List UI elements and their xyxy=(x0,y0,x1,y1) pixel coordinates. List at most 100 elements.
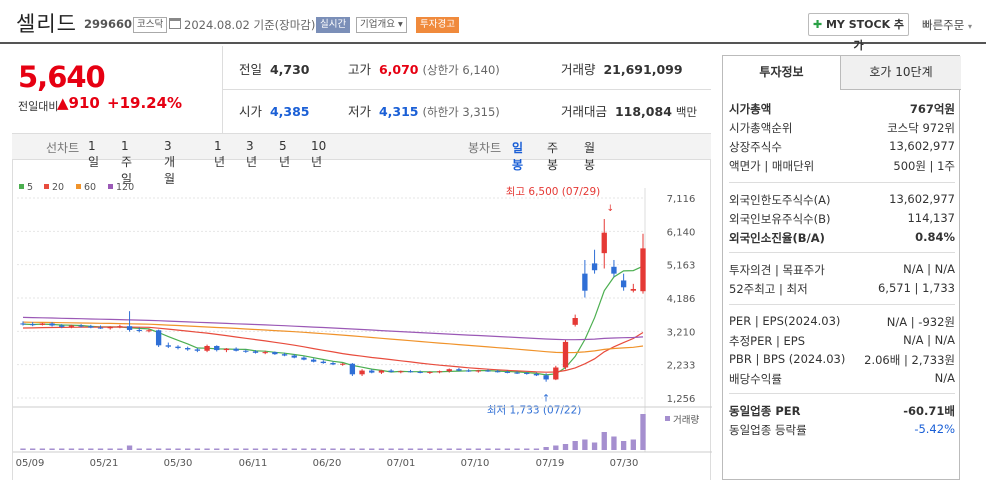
candle xyxy=(204,345,210,351)
candle-item-3[interactable]: 월봉 xyxy=(584,141,596,172)
y-tick-label: 1,256 xyxy=(667,394,696,405)
candle xyxy=(485,370,491,372)
candle xyxy=(88,326,94,328)
x-tick-label: 07/30 xyxy=(610,458,639,469)
invest-value: N/A | -932원 xyxy=(886,315,955,329)
candle xyxy=(330,363,336,365)
candle xyxy=(601,232,607,254)
volume-bar xyxy=(78,448,84,450)
volume-bar xyxy=(272,448,278,450)
candle xyxy=(301,357,307,360)
lower-limit: (하한가 3,315) xyxy=(422,105,500,119)
candle xyxy=(446,369,452,372)
volume-bar xyxy=(630,439,636,450)
candle xyxy=(553,367,559,380)
period-item-1[interactable]: 1일 xyxy=(88,139,100,169)
divider xyxy=(729,393,955,394)
calendar-icon xyxy=(169,18,181,29)
company-overview-button[interactable]: 기업개요 ▾ xyxy=(356,17,407,33)
candle xyxy=(582,273,588,291)
invest-row[interactable]: 동일업종 PER -60.71배 xyxy=(729,403,955,421)
volume-bar xyxy=(126,445,133,450)
candle xyxy=(533,373,540,376)
chevron-down-icon: ▾ xyxy=(967,22,972,31)
period-item-6[interactable]: 5년 xyxy=(279,139,291,169)
candle xyxy=(107,326,113,329)
change-percent: +19.24% xyxy=(107,94,183,112)
invest-key: 시가총액 xyxy=(729,102,772,116)
period-item-7[interactable]: 10년 xyxy=(311,139,327,169)
invest-row[interactable]: 외국인한도주식수(A) 13,602,977 xyxy=(729,192,955,210)
invest-row[interactable]: 배당수익률 N/A xyxy=(729,371,955,389)
invest-value: 0.84% xyxy=(915,230,955,244)
tab-order-book[interactable]: 호가 10단계 xyxy=(841,56,961,90)
candle xyxy=(591,263,598,271)
volume-bar xyxy=(204,448,210,450)
candle xyxy=(194,349,201,351)
volume-bar xyxy=(427,448,433,450)
volume-bar xyxy=(398,448,404,450)
invest-row[interactable]: PBR | BPS (2024.03) 2.06배 | 2,733원 xyxy=(729,352,955,370)
invest-row[interactable]: 시가총액순위 코스닥 972위 xyxy=(729,120,955,138)
candle xyxy=(475,370,481,372)
stock-header: 셀리드 299660 코스닥 2024.08.02 기준(장마감) 실시간 기업… xyxy=(0,0,986,52)
high-label: 고가 xyxy=(348,62,372,77)
volume-legend-swatch xyxy=(665,416,670,421)
candle xyxy=(136,329,142,331)
candle xyxy=(543,375,549,380)
volume-bar xyxy=(107,448,113,450)
volume-bar xyxy=(281,448,288,450)
invest-row[interactable]: 액면가 | 매매단위 500원 | 1주 xyxy=(729,158,955,176)
legend-label-20: 20 xyxy=(52,182,64,193)
volume-bar xyxy=(262,448,268,450)
period-item-4[interactable]: 1년 xyxy=(214,139,226,169)
invest-key: 액면가 | 매매단위 xyxy=(729,159,815,173)
volume-bar xyxy=(117,448,123,450)
candle xyxy=(165,345,171,347)
candle xyxy=(223,348,230,351)
invest-row[interactable]: 추정PER | EPS N/A | N/A xyxy=(729,333,955,351)
invest-row[interactable]: PER | EPS(2024.03) N/A | -932원 xyxy=(729,314,955,332)
invest-key: 외국인소진율(B/A) xyxy=(729,231,825,245)
invest-row[interactable]: 외국인보유주식수(B) 114,137 xyxy=(729,211,955,229)
candle-item-1[interactable]: 일봉 xyxy=(512,141,524,172)
period-item-3[interactable]: 3개월 xyxy=(164,139,176,186)
invest-key: PER | EPS(2024.03) xyxy=(729,314,841,328)
volume-bar xyxy=(543,447,549,450)
volume-bar xyxy=(407,448,414,450)
tab-invest-info[interactable]: 투자정보 xyxy=(723,56,841,90)
y-tick-label: 5,163 xyxy=(667,261,696,272)
invest-row[interactable]: 투자의견 | 목표주가 N/A | N/A xyxy=(729,262,955,280)
invest-row[interactable]: 외국인소진율(B/A) 0.84% xyxy=(729,230,955,248)
volume-bar xyxy=(485,448,491,450)
my-stock-add-button[interactable]: ✚ MY STOCK 추가 xyxy=(808,13,909,52)
period-item-2[interactable]: 1주일 xyxy=(121,139,133,186)
realtime-button[interactable]: 실시간 xyxy=(316,17,351,33)
candle xyxy=(243,350,249,352)
volume-bar xyxy=(291,448,297,450)
quick-order-button[interactable]: 빠른주문 ▾ xyxy=(922,17,972,33)
volume-bar xyxy=(175,448,181,450)
high-price: 고가 6,070 (상한가 6,140) xyxy=(348,59,500,78)
invest-row[interactable]: 상장주식수 13,602,977 xyxy=(729,139,955,157)
candle-item-2[interactable]: 주봉 xyxy=(547,141,559,172)
volume-bar xyxy=(620,441,627,450)
volume-bar xyxy=(243,448,249,450)
candle xyxy=(524,372,530,374)
volume-bar xyxy=(165,448,171,450)
invest-value: -5.42% xyxy=(914,422,955,436)
change-value: ▲910 xyxy=(57,94,100,112)
low-label: 저가 xyxy=(348,104,372,119)
trade-amount-unit: 백만 xyxy=(675,105,698,119)
invest-row[interactable]: 시가총액 767억원 xyxy=(729,101,955,119)
candle xyxy=(185,348,191,350)
invest-row[interactable]: 52주최고 | 최저 6,571 | 1,733 xyxy=(729,281,955,299)
period-item-5[interactable]: 3년 xyxy=(246,139,258,169)
y-tick-label: 7,116 xyxy=(667,194,696,205)
ma-line-20 xyxy=(22,326,644,373)
candle xyxy=(436,371,443,373)
invest-row[interactable]: 동일업종 등락률 -5.42% xyxy=(729,422,955,440)
volume: 거래량 21,691,099 xyxy=(561,59,683,78)
legend-label-120: 120 xyxy=(116,182,134,193)
volume-bar xyxy=(320,448,326,450)
